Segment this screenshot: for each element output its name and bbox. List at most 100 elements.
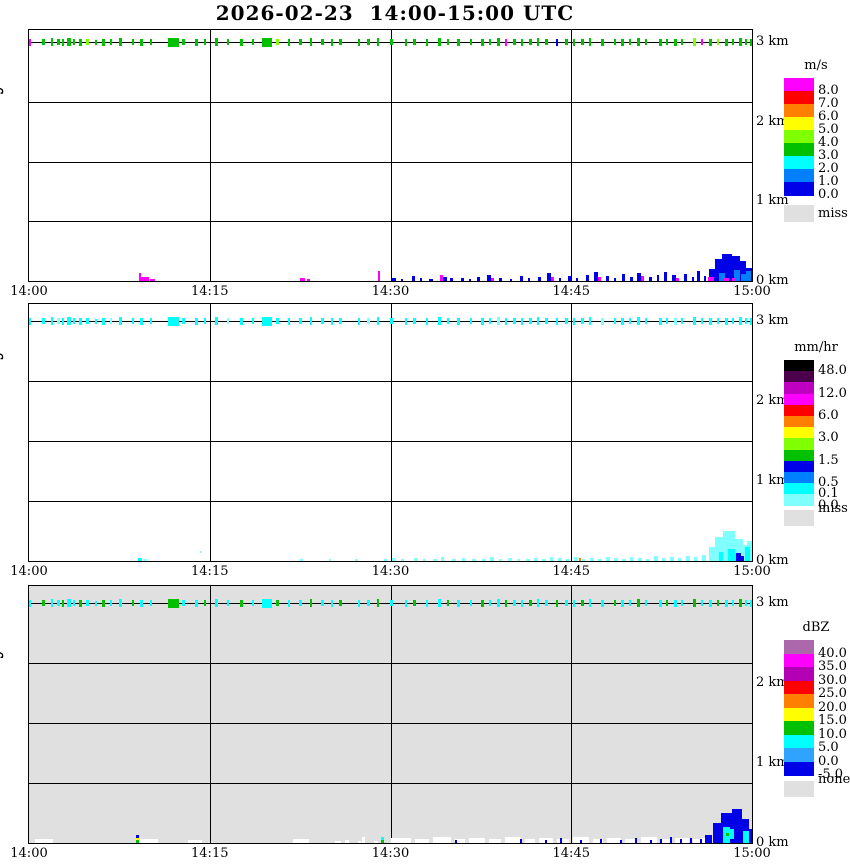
data-cell-surface xyxy=(686,556,690,561)
data-cell-3km xyxy=(331,318,333,325)
data-cell-3km xyxy=(426,39,428,46)
data-cell-surface xyxy=(729,829,734,839)
data-cell-3km xyxy=(637,317,640,325)
data-cell-3km xyxy=(556,318,558,325)
data-cell-3km xyxy=(299,600,302,606)
data-cell-surface xyxy=(558,558,562,561)
data-cell-3km xyxy=(86,600,89,606)
data-cell-3km xyxy=(470,318,472,324)
gridline-horizontal xyxy=(29,221,752,222)
legend-missing-label: miss xyxy=(818,501,848,516)
gridline-horizontal xyxy=(29,102,752,103)
data-cell-surface xyxy=(638,558,642,561)
data-cell-3km xyxy=(310,38,312,46)
data-cell-3km xyxy=(565,39,568,45)
data-cell-3km xyxy=(95,319,97,324)
data-cell-surface xyxy=(641,276,644,281)
legend-tick-label: 20.0 xyxy=(818,700,847,715)
data-cell-3km xyxy=(102,318,105,325)
legend-tick-label: 48.0 xyxy=(818,363,847,378)
data-cell-3km xyxy=(182,600,185,606)
data-cell-3km xyxy=(140,600,143,607)
data-cell-surface xyxy=(741,556,744,561)
data-cell-3km xyxy=(447,600,449,606)
data-cell-surface xyxy=(736,553,741,561)
data-cell-surface xyxy=(734,270,740,281)
data-cell-3km xyxy=(513,39,516,45)
data-cell-surface xyxy=(630,277,633,281)
data-cell-surface xyxy=(678,558,681,561)
data-cell-surface xyxy=(662,558,665,561)
legend-unit-title: dBZ xyxy=(802,620,830,635)
data-cell-3km xyxy=(470,600,472,606)
data-cell-surface xyxy=(741,274,746,281)
data-cell-surface xyxy=(547,273,551,281)
y-axis-km-label: 1 km xyxy=(756,473,789,488)
data-cell-3km xyxy=(745,318,747,324)
plot-area-fall-velocity xyxy=(28,29,753,282)
legend-swatch xyxy=(784,360,814,372)
legend-tick-label: 15.0 xyxy=(818,713,847,728)
data-cell-3km xyxy=(497,599,500,607)
legend-swatch xyxy=(784,680,814,695)
legend-tick-label: 8.0 xyxy=(818,83,839,98)
data-cell-3km xyxy=(367,600,370,606)
data-cell-3km xyxy=(227,39,229,45)
data-cell-3km xyxy=(413,600,416,606)
data-cell-3km xyxy=(529,39,532,45)
data-cell-3km xyxy=(358,318,360,325)
data-cell-3km xyxy=(481,318,484,325)
data-cell-surface xyxy=(392,278,396,281)
data-cell-3km xyxy=(674,600,677,607)
data-cell-3km xyxy=(102,600,105,607)
data-cell-3km xyxy=(521,318,523,325)
data-cell-3km xyxy=(276,39,279,45)
legend-swatch xyxy=(784,748,814,762)
gridline-vertical xyxy=(391,30,392,281)
data-cell-3km xyxy=(481,600,484,607)
data-cell-surface xyxy=(739,261,746,281)
data-cell-3km xyxy=(276,600,279,606)
x-axis-time-label: 14:00 xyxy=(10,564,48,579)
legend-tick-label: 3.0 xyxy=(818,148,839,163)
data-cell-3km xyxy=(601,600,604,607)
data-cell-3km xyxy=(614,39,616,45)
data-cell-3km xyxy=(693,38,696,46)
legend-swatch xyxy=(784,382,814,395)
data-cell-surface xyxy=(641,837,657,843)
legend-swatch xyxy=(784,721,814,735)
x-axis-time-label: 15:00 xyxy=(733,846,771,861)
data-cell-surface xyxy=(412,276,415,281)
data-cell-3km xyxy=(390,600,393,606)
data-cell-3km xyxy=(367,318,370,324)
panel-variable-label: Fall Velocity xyxy=(0,80,4,229)
data-cell-surface xyxy=(534,558,537,561)
data-cell-3km xyxy=(573,600,575,607)
legend-tick-label: 3.0 xyxy=(818,430,839,445)
gridline-horizontal xyxy=(29,663,752,664)
data-cell-3km xyxy=(215,38,218,46)
data-cell-3km xyxy=(659,600,662,607)
data-cell-surface xyxy=(414,558,418,561)
legend-swatch xyxy=(784,169,814,183)
legend-tick-label: 1.0 xyxy=(818,174,839,189)
data-cell-3km xyxy=(150,600,152,606)
data-cell-3km xyxy=(674,39,677,46)
data-cell-3km xyxy=(725,318,728,325)
data-cell-3km xyxy=(110,600,112,606)
data-cell-3km xyxy=(621,318,624,325)
x-axis-time-label: 14:30 xyxy=(371,564,410,579)
data-cell-3km xyxy=(581,39,584,45)
data-cell-3km xyxy=(195,318,198,325)
data-cell-surface xyxy=(433,559,437,561)
legend-swatch xyxy=(784,694,814,708)
data-cell-surface xyxy=(381,840,384,843)
legend-tick-label: 4.0 xyxy=(818,135,839,150)
data-cell-3km xyxy=(573,39,575,46)
data-cell-surface xyxy=(726,833,729,836)
data-cell-3km xyxy=(57,600,60,606)
legend-tick-label: 25.0 xyxy=(818,686,847,701)
data-cell-surface xyxy=(520,276,523,281)
data-cell-3km xyxy=(739,599,742,607)
data-cell-3km xyxy=(545,39,548,45)
